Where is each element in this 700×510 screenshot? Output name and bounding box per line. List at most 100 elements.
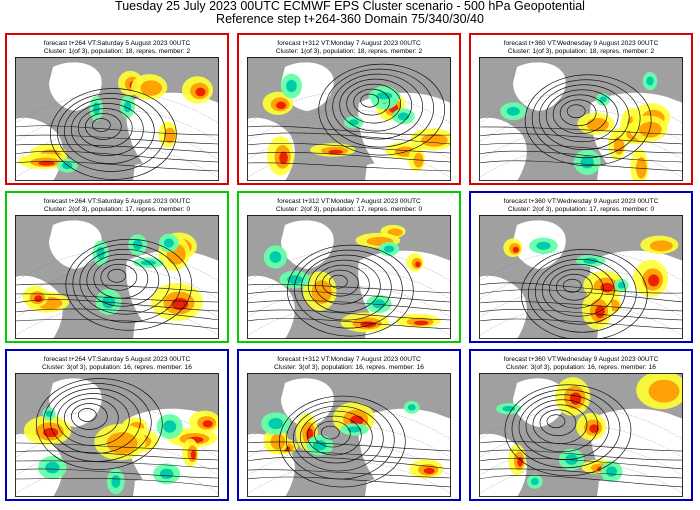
- north-america-land: [479, 275, 527, 339]
- forecast-label: forecast t+264 VT:Saturday 5 August 2023…: [43, 356, 191, 363]
- geopotential-contour: [534, 258, 626, 325]
- geopotential-contour: [292, 405, 384, 472]
- positive-anomaly-area: [648, 379, 680, 403]
- geopotential-contour: [313, 420, 351, 448]
- forecast-label: forecast t+312 VT:Monday 7 August 2023 0…: [277, 40, 421, 47]
- positive-anomaly-area: [140, 80, 163, 96]
- geopotential-contour: [247, 318, 451, 330]
- strong-positive-anomaly: [34, 295, 43, 303]
- geopotential-map: [15, 373, 219, 497]
- geopotential-contour: [520, 248, 648, 339]
- geopotential-map: [479, 215, 683, 339]
- strong-positive-anomaly: [202, 420, 213, 428]
- geopotential-contour: [15, 450, 219, 461]
- geopotential-contour: [15, 319, 219, 330]
- strong-positive-anomaly: [190, 450, 197, 460]
- strong-positive-anomaly: [648, 274, 660, 287]
- geopotential-contour: [15, 150, 219, 163]
- geopotential-contour: [15, 468, 219, 479]
- geopotential-contour: [479, 457, 683, 470]
- strong-negative-anomaly: [140, 260, 157, 266]
- positive-anomaly-area: [164, 127, 176, 144]
- strong-positive-anomaly: [517, 456, 523, 467]
- geopotential-contour: [247, 290, 451, 303]
- map-frame: [247, 57, 451, 181]
- geopotential-contour: [107, 268, 127, 283]
- cluster-label: Cluster: 3(of 3), population: 16, repres…: [274, 364, 424, 371]
- geopotential-map: [479, 373, 683, 497]
- positive-anomaly-area: [638, 121, 662, 138]
- geopotential-contour: [15, 143, 219, 154]
- geopotential-contour: [479, 318, 683, 330]
- geopotential-contour: [339, 78, 413, 132]
- strong-negative-anomaly: [530, 477, 539, 486]
- cluster-label: Cluster: 3(of 3), population: 16, repres…: [42, 364, 192, 371]
- forecast-label: forecast t+264 VT:Saturday 5 August 2023…: [43, 40, 191, 47]
- geopotential-contour: [91, 118, 111, 132]
- strong-positive-anomaly: [279, 151, 288, 165]
- geopotential-contour: [247, 284, 451, 294]
- cluster-panel: forecast t+264 VT:Saturday 5 August 2023…: [5, 349, 229, 501]
- geopotential-contour: [77, 408, 97, 422]
- strong-positive-anomaly: [328, 149, 343, 155]
- positive-anomaly-area: [635, 157, 647, 179]
- geopotential-contour: [247, 441, 451, 452]
- geopotential-contour: [15, 134, 219, 145]
- geopotential-contour: [360, 93, 380, 108]
- cluster-panel: forecast t+360 VT:Wednesday 9 August 202…: [469, 349, 693, 501]
- geopotential-contour: [15, 283, 219, 294]
- geopotential-contour: [525, 399, 599, 453]
- strong-negative-anomaly: [506, 106, 520, 116]
- cluster-panel: forecast t+312 VT:Monday 7 August 2023 0…: [237, 191, 461, 343]
- geopotential-contour: [479, 468, 683, 479]
- geopotential-contour: [278, 395, 406, 488]
- strong-negative-anomaly: [163, 420, 177, 433]
- latitude-line: [247, 443, 451, 477]
- page-subtitle: Reference step t+264-360 Domain 75/340/3…: [216, 12, 484, 26]
- geopotential-contour: [247, 456, 451, 470]
- geopotential-contour: [15, 460, 219, 470]
- strong-negative-anomaly: [286, 79, 297, 93]
- strong-negative-anomaly: [536, 241, 551, 250]
- geopotential-contour: [527, 253, 637, 333]
- geopotential-contour: [479, 282, 683, 294]
- geopotential-contour: [518, 394, 610, 461]
- positive-anomaly-area: [649, 240, 673, 252]
- geopotential-contour: [49, 88, 177, 180]
- strong-negative-anomaly: [646, 76, 654, 86]
- cluster-label: Cluster: 1(of 3), population: 18, repres…: [43, 48, 191, 55]
- geopotential-contour: [332, 73, 424, 140]
- geopotential-contour: [539, 409, 577, 437]
- cluster-label: Cluster: 2(of 3), population: 17, repres…: [507, 206, 655, 213]
- latitude-line: [15, 249, 219, 282]
- geopotential-contour: [15, 293, 219, 303]
- geopotential-contour: [320, 425, 340, 440]
- latitude-line: [247, 91, 451, 124]
- latitude-line: [247, 285, 451, 319]
- page-title: Tuesday 25 July 2023 00UTC ECMWF EPS Clu…: [115, 0, 585, 13]
- geopotential-contour: [566, 104, 586, 119]
- geopotential-contour: [318, 63, 446, 156]
- geopotential-contour: [247, 142, 451, 154]
- geopotential-contour: [545, 89, 619, 143]
- geopotential-contour: [247, 125, 451, 136]
- geopotential-contour: [247, 469, 451, 479]
- cluster-panel: forecast t+312 VT:Monday 7 August 2023 0…: [237, 349, 461, 501]
- strong-positive-anomaly: [415, 261, 421, 268]
- geopotential-contour: [56, 93, 166, 172]
- geopotential-contour: [49, 388, 141, 454]
- positive-anomaly-area: [106, 432, 138, 455]
- latitude-line: [15, 91, 219, 124]
- latitude-line: [479, 249, 683, 282]
- geopotential-contour: [325, 68, 435, 148]
- africa-land: [133, 321, 179, 339]
- greenland-land: [49, 220, 102, 269]
- strong-negative-anomaly: [599, 96, 607, 103]
- geopotential-contour: [314, 264, 370, 305]
- geopotential-contour: [479, 301, 683, 312]
- geopotential-contour: [479, 133, 683, 145]
- strong-negative-anomaly: [163, 238, 174, 248]
- strong-negative-anomaly: [268, 417, 284, 430]
- positive-anomaly-area: [586, 118, 609, 132]
- latitude-line: [479, 443, 683, 477]
